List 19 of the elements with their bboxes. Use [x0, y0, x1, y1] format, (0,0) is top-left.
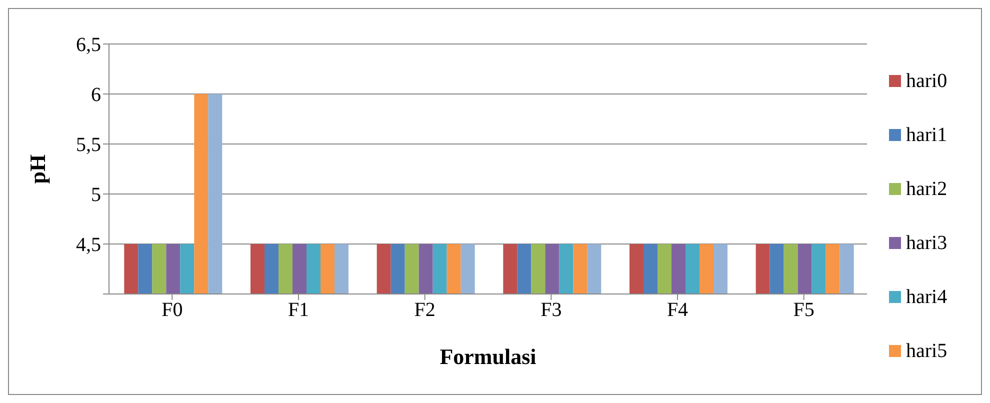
x-tick-label: F2 [414, 299, 436, 322]
y-tick-label: 4,5 [76, 234, 101, 256]
y-axis-title: pH [24, 154, 50, 184]
x-tick-label: F0 [162, 299, 183, 322]
legend-label: hari5 [906, 340, 948, 362]
legend-label: hari1 [906, 124, 948, 146]
x-tick-label: F1 [288, 299, 310, 322]
legend-label: hari2 [906, 178, 948, 200]
legend-label: hari0 [906, 70, 948, 92]
y-tick-label: 6,5 [76, 34, 101, 56]
x-axis-title: Formulasi [440, 344, 536, 369]
legend-label: hari3 [906, 232, 948, 254]
y-tick-label: 6 [91, 84, 101, 106]
x-tick-label: F4 [666, 299, 688, 322]
y-tick-label: 5 [91, 184, 101, 206]
legend-label: hari4 [906, 286, 948, 308]
x-tick-label: F3 [540, 299, 562, 322]
x-tick-label: F5 [793, 299, 814, 322]
y-tick-label: 5,5 [76, 134, 101, 156]
